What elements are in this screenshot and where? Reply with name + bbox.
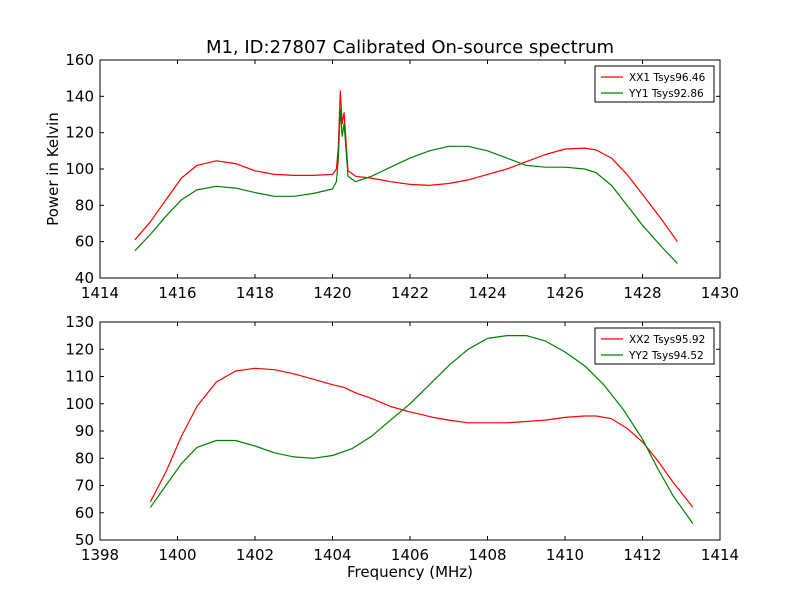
x-tick-label: 1400 [158, 546, 196, 564]
y-tick-label: 120 [65, 124, 94, 142]
series-line-xx [149, 367, 694, 508]
x-tick-label: 1414 [701, 546, 739, 564]
x-tick-label: 1408 [468, 546, 506, 564]
legend-box [594, 65, 715, 103]
x-tick-label: 1418 [236, 284, 274, 302]
y-axis-label: Power in Kelvin [44, 112, 62, 226]
y-tick-label: 160 [65, 51, 94, 69]
y-tick-label: 120 [65, 340, 94, 358]
y-tick-label: 50 [75, 531, 94, 549]
y-tick-label: 140 [65, 87, 94, 105]
y-tick-label: 60 [75, 233, 94, 251]
x-tick-label: 1406 [391, 546, 429, 564]
y-tick-label: 110 [65, 368, 94, 386]
x-axis-label: Frequency (MHz) [347, 563, 473, 581]
legend-entry-label: YY2 Tsys94.52 [628, 350, 704, 362]
x-tick-label: 1422 [391, 284, 429, 302]
x-tick-label: 1412 [623, 546, 661, 564]
x-tick-label: 1416 [158, 284, 196, 302]
top-spectrum-chart: 1414 1416 1418 1420 1422 1424 1426 1428 1430 40 60… [44, 51, 739, 302]
y-tick-label: 70 [75, 477, 94, 495]
legend-entry-label: YY1 Tsys92.86 [628, 88, 704, 100]
y-tick-label: 100 [65, 395, 94, 413]
figure-title: M1, ID:27807 Calibrated On-source spectr… [206, 37, 614, 58]
y-tick-label: 40 [75, 269, 94, 287]
y-tick-label: 100 [65, 160, 94, 178]
bottom-spectrum-chart: 1398 1400 1402 1404 1406 1408 1410 1412 1414 50 60… [65, 313, 739, 581]
x-tick-label: 1426 [546, 284, 584, 302]
x-tick-label: 1410 [546, 546, 584, 564]
y-tick-label: 130 [65, 313, 94, 331]
x-tick-label: 1404 [313, 546, 351, 564]
legend-entry-label: XX2 Tsys95.92 [629, 334, 705, 346]
legend-entry-label: XX1 Tsys96.46 [629, 72, 706, 84]
series-line-yy [149, 335, 694, 524]
legend: XX1 Tsys96.46 YY1 Tsys92.86 [594, 65, 715, 103]
legend-box [594, 327, 715, 365]
x-tick-label: 1398 [81, 546, 119, 564]
y-tick-label: 80 [75, 449, 94, 467]
series-line-xx [134, 90, 678, 243]
series-line-yy [134, 108, 678, 264]
x-tick-label: 1424 [468, 284, 506, 302]
y-tick-label: 60 [75, 504, 94, 522]
y-tick-label: 80 [75, 196, 94, 214]
legend: XX2 Tsys95.92 YY2 Tsys94.52 [594, 327, 715, 365]
x-tick-label: 1414 [81, 284, 119, 302]
x-tick-label: 1430 [701, 284, 739, 302]
x-tick-label: 1428 [623, 284, 661, 302]
y-tick-label: 90 [75, 422, 94, 440]
x-tick-label: 1402 [236, 546, 274, 564]
x-tick-label: 1420 [313, 284, 351, 302]
